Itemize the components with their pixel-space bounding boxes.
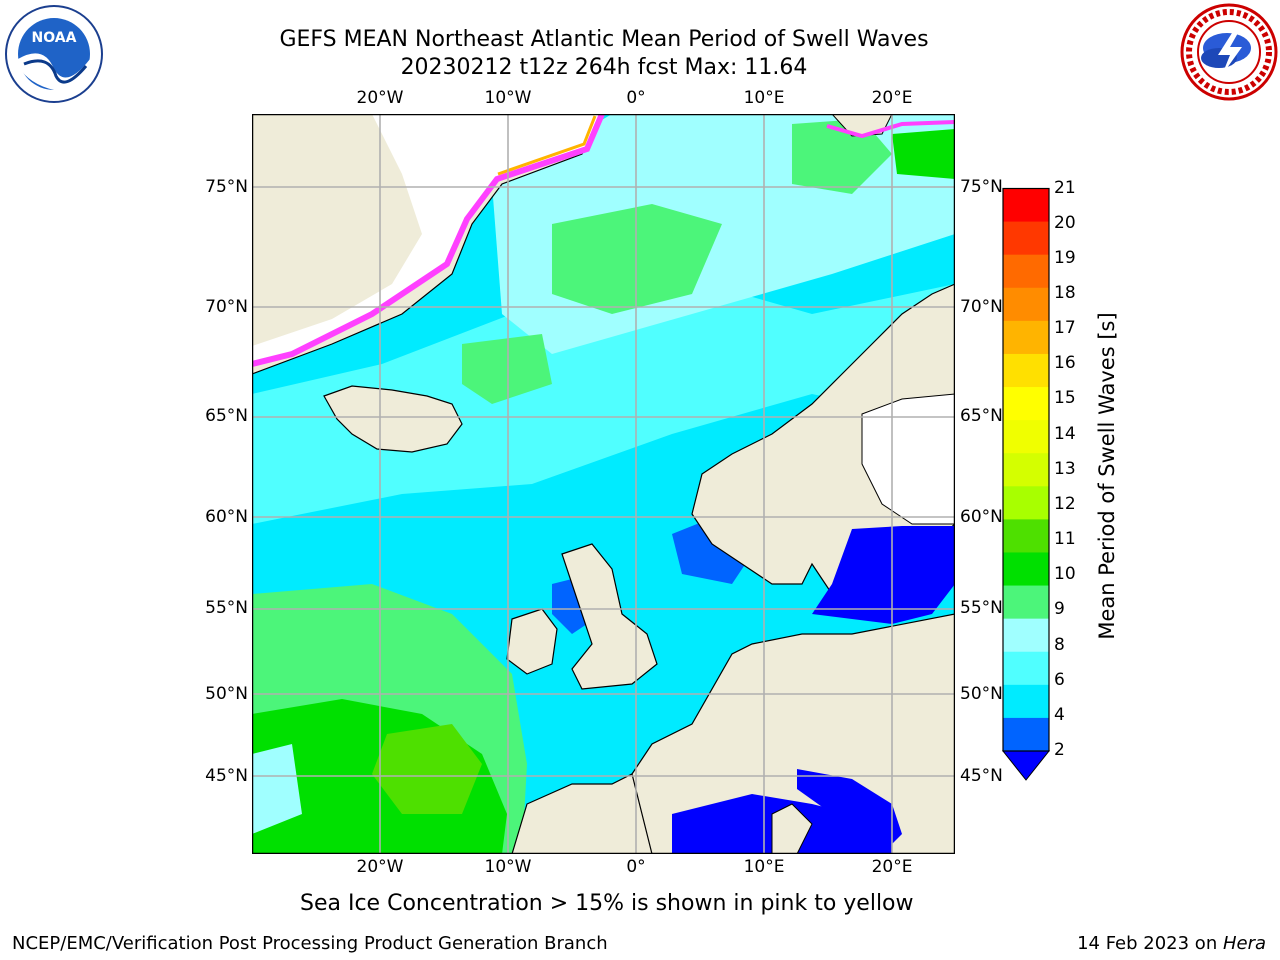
- adriatic-sea: [797, 769, 902, 849]
- lat-label-left-50n: 50°N: [205, 684, 248, 704]
- colorbar-tick-label: 4: [1054, 704, 1065, 725]
- swell-region-edge: [252, 744, 302, 834]
- colorbar-segment: [1003, 717, 1049, 752]
- lon-label-top-10w: 10°W: [484, 88, 532, 108]
- colorbar-label-wrap: Mean Period of Swell Waves [s]: [1077, 296, 1137, 656]
- baltic-sea: [812, 526, 955, 624]
- noaa-logo-text: NOAA: [32, 30, 77, 46]
- colorbar-segment: [1003, 387, 1049, 421]
- swell-region-central: [552, 204, 722, 314]
- colorbar-segment: [1003, 420, 1049, 454]
- footer-date: 14 Feb 2023 on: [1077, 933, 1223, 954]
- lat-label-right-70n: 70°N: [960, 297, 1003, 317]
- colorbar-segment: [1003, 585, 1049, 620]
- map-plot-area: [252, 114, 955, 854]
- colorbar-tick-label: 13: [1054, 458, 1076, 479]
- iberia-land: [511, 773, 653, 854]
- map-frame: [252, 114, 955, 854]
- colorbar-segment: [1003, 486, 1049, 520]
- lat-label-right-45n: 45°N: [960, 766, 1003, 786]
- lat-label-left-55n: 55°N: [205, 598, 248, 618]
- lat-label-left-65n: 65°N: [205, 406, 248, 426]
- colorbar-tick-label: 8: [1054, 634, 1065, 655]
- lon-label-bottom-10w: 10°W: [484, 857, 532, 877]
- lat-label-left-75n: 75°N: [205, 177, 248, 197]
- lat-label-right-50n: 50°N: [960, 684, 1003, 704]
- lat-label-right-55n: 55°N: [960, 598, 1003, 618]
- greenland-ice: [252, 114, 602, 364]
- swell-region-east-iceland: [462, 334, 552, 404]
- chart-title-line1: GEFS MEAN Northeast Atlantic Mean Period…: [279, 27, 929, 52]
- lat-label-left-45n: 45°N: [205, 766, 248, 786]
- lon-label-top-10e: 10°E: [743, 88, 785, 108]
- colorbar-segment: [1003, 684, 1049, 719]
- colorbar-segment: [1003, 618, 1049, 653]
- sea-ice-edge-greenland: [252, 114, 605, 367]
- colorbar-segment: [1003, 221, 1049, 256]
- colorbar-segment: [1003, 519, 1049, 553]
- colorbar-tick-label: 14: [1054, 423, 1076, 444]
- noaa-logo: NOAA: [5, 5, 103, 103]
- colorbar-tick-label: 11: [1054, 529, 1076, 550]
- colorbar-tick-label: 17: [1054, 318, 1076, 339]
- swell-region-peak: [372, 724, 482, 814]
- ireland-land: [506, 608, 558, 675]
- lon-label-top-20e: 20°E: [871, 88, 913, 108]
- colorbar-segment: [1003, 453, 1049, 487]
- colorbar-tick-label: 19: [1054, 247, 1076, 268]
- colorbar-tick-label: 12: [1054, 493, 1076, 514]
- italy-land: [771, 803, 813, 854]
- footer-right-date: 14 Feb 2023 on Hera: [1077, 933, 1266, 954]
- colorbar-under-arrow: [1001, 750, 1051, 781]
- colorbar-tick-label: 15: [1054, 388, 1076, 409]
- colorbar-tick-label: 9: [1054, 599, 1065, 620]
- map-gridlines: [252, 114, 955, 854]
- swell-region-north: [252, 274, 955, 524]
- colorbar-segment: [1003, 254, 1049, 289]
- lon-label-bottom-20w: 20°W: [356, 857, 404, 877]
- colorbar-segment: [1003, 552, 1049, 587]
- lat-label-left-60n: 60°N: [205, 507, 248, 527]
- swell-region-barents-core: [892, 129, 955, 179]
- lon-label-top-20w: 20°W: [356, 88, 404, 108]
- lon-label-top-0: 0°: [626, 88, 646, 108]
- colorbar-segment: [1003, 188, 1049, 223]
- lat-label-right-75n: 75°N: [960, 177, 1003, 197]
- nws-logo: [1180, 3, 1278, 101]
- lat-label-left-70n: 70°N: [205, 297, 248, 317]
- colorbar-label: Mean Period of Swell Waves [s]: [1095, 312, 1119, 640]
- great-britain-land: [561, 543, 658, 690]
- iceland-land: [323, 385, 463, 453]
- footer-left-credit: NCEP/EMC/Verification Post Processing Pr…: [12, 933, 608, 954]
- colorbar-segment: [1003, 651, 1049, 686]
- colorbar-frame: [1002, 187, 1050, 752]
- sea-ice-caption: Sea Ice Concentration > 15% is shown in …: [300, 891, 914, 916]
- footer-host: Hera: [1222, 933, 1266, 954]
- colorbar-segments: [1003, 188, 1049, 752]
- finland-ice-area: [861, 393, 955, 525]
- lon-label-bottom-20e: 20°E: [871, 857, 913, 877]
- colorbar-tick-label: 21: [1054, 177, 1076, 198]
- colorbar-tick-label: 2: [1054, 740, 1065, 760]
- swell-region-barents: [792, 119, 892, 194]
- lon-label-bottom-0: 0°: [626, 857, 646, 877]
- colorbar: [1001, 187, 1051, 781]
- lat-label-right-60n: 60°N: [960, 507, 1003, 527]
- lat-label-right-65n: 65°N: [960, 406, 1003, 426]
- colorbar-tick-label: 20: [1054, 212, 1076, 233]
- colorbar-segment: [1003, 320, 1049, 355]
- colorbar-segment: [1003, 353, 1049, 388]
- colorbar-tick-label: 18: [1054, 282, 1076, 303]
- colorbar-segment: [1003, 287, 1049, 322]
- colorbar-tick-label: 16: [1054, 353, 1076, 374]
- lon-label-bottom-10e: 10°E: [743, 857, 785, 877]
- colorbar-tick-label: 10: [1054, 564, 1076, 585]
- colorbar-tick-label: 6: [1054, 669, 1065, 690]
- chart-title-line2: 20230212 t12z 264h fcst Max: 11.64: [400, 55, 808, 80]
